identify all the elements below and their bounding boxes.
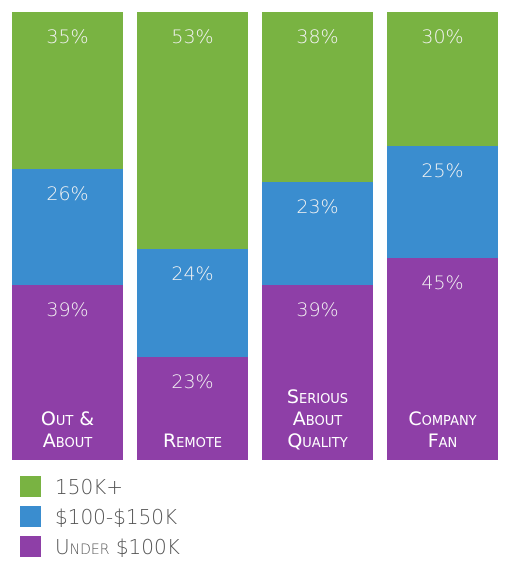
legend-swatch <box>20 476 41 497</box>
bar-segment: 25% <box>387 146 498 259</box>
bar-segment: 35% <box>12 12 123 169</box>
legend-label: $100-$150K <box>55 505 178 529</box>
bar-segment: 39% <box>262 285 373 460</box>
value-label: 39% <box>46 299 89 322</box>
bar-segment: 23% <box>137 356 248 460</box>
value-label: 45% <box>421 272 464 295</box>
bar-segment: 26% <box>12 168 123 286</box>
value-label: 38% <box>296 26 339 48</box>
value-label: 35% <box>46 26 89 48</box>
bar-segment: 23% <box>262 182 373 286</box>
bar-segment: 30% <box>387 12 498 147</box>
value-label: 23% <box>171 370 214 393</box>
bar-segment: 39% <box>12 285 123 460</box>
legend-label: Under $100K <box>55 535 180 559</box>
value-label: 30% <box>421 26 464 48</box>
bar-segment: 38% <box>262 12 373 183</box>
value-label: 53% <box>171 26 214 48</box>
legend-swatch <box>20 506 41 527</box>
bar-segment: 53% <box>137 12 248 250</box>
legend-swatch <box>20 536 41 557</box>
value-label: 23% <box>296 196 339 219</box>
legend-label: 150K+ <box>55 475 124 499</box>
bar-segment: 45% <box>387 258 498 460</box>
value-label: 39% <box>296 299 339 322</box>
value-label: 26% <box>46 182 89 205</box>
value-label: 25% <box>421 160 464 183</box>
bar-segment: 24% <box>137 249 248 357</box>
value-label: 24% <box>171 263 214 286</box>
